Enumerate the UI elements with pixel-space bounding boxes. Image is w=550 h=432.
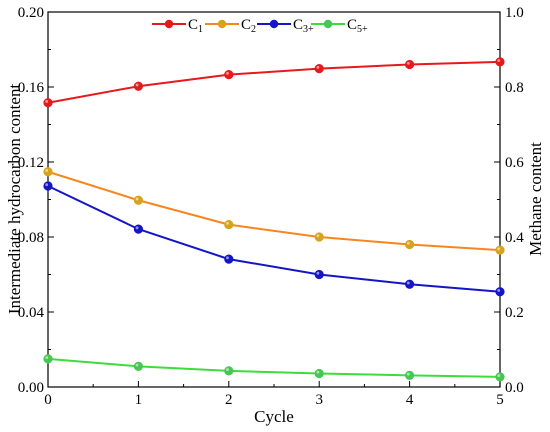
y-axis-left-title: Intermediate hydrocarbon content <box>5 84 24 315</box>
legend-item: C1 <box>152 17 203 35</box>
data-point-highlight <box>226 368 229 371</box>
data-point <box>43 354 53 364</box>
legend-marker <box>323 19 333 29</box>
series-c3plus <box>43 181 505 297</box>
data-point <box>404 279 415 289</box>
data-point <box>224 366 234 376</box>
series-line <box>47 60 501 104</box>
x-axis: 0 1 2 3 4 5 <box>44 381 504 408</box>
series-layer <box>43 57 505 382</box>
data-point <box>224 70 234 80</box>
y-left-tick-label: 0.20 <box>18 5 44 21</box>
x-axis-title: Cycle <box>254 407 294 426</box>
data-point-highlight <box>497 289 501 292</box>
data-point-highlight <box>316 271 320 275</box>
data-point-highlight <box>226 221 229 225</box>
legend-item: C2 <box>205 17 256 35</box>
legend-marker <box>269 19 279 29</box>
legend-marker <box>217 19 227 29</box>
y-axis-left: 0.00 0.04 0.08 0.12 0.16 0.20 <box>18 5 54 396</box>
data-point-highlight <box>45 356 49 359</box>
data-point <box>404 59 415 70</box>
series-line <box>47 185 501 293</box>
data-point-highlight <box>135 363 139 367</box>
data-point <box>43 181 53 191</box>
y-axis-right-title: Methane content <box>526 142 545 256</box>
data-point <box>43 167 53 177</box>
y-right-tick-label: 1.0 <box>505 5 524 21</box>
data-point <box>314 64 324 74</box>
series-line <box>47 357 501 378</box>
data-point <box>43 98 53 108</box>
legend: C1 C2 C3+ C5+ <box>152 17 368 35</box>
data-point-highlight <box>406 241 410 245</box>
data-point <box>314 232 324 242</box>
data-point <box>133 361 143 371</box>
data-point-highlight <box>45 169 49 172</box>
data-point-highlight <box>226 71 229 75</box>
data-point <box>404 239 415 250</box>
x-tick-label: 3 <box>315 392 323 408</box>
data-point <box>224 254 234 264</box>
legend-label: C1 <box>188 17 203 35</box>
series-c2 <box>43 167 505 255</box>
legend-item: C3+ <box>257 17 314 35</box>
y-right-tick-label: 0.8 <box>505 80 524 96</box>
x-tick-label: 4 <box>406 392 414 408</box>
data-point-highlight <box>135 197 139 201</box>
data-point <box>314 368 324 379</box>
y-right-tick-label: 0.6 <box>505 155 524 171</box>
x-tick-label: 0 <box>44 392 52 408</box>
data-point-highlight <box>497 247 501 251</box>
data-point-highlight <box>226 256 229 260</box>
legend-label: C5+ <box>347 17 368 35</box>
legend-item: C5+ <box>311 17 368 35</box>
data-point <box>404 370 415 380</box>
data-point <box>133 195 143 205</box>
data-point <box>495 245 505 255</box>
data-point <box>133 224 143 234</box>
series-c1 <box>43 57 505 108</box>
data-point <box>495 287 505 297</box>
y-left-tick-label: 0.16 <box>18 80 45 96</box>
y-axis-right: 0.0 0.2 0.4 0.6 0.8 1.0 <box>494 5 524 396</box>
data-point <box>495 57 505 67</box>
y-left-tick-label: 0.12 <box>18 155 44 171</box>
legend-label: C3+ <box>293 17 314 35</box>
data-point-highlight <box>135 83 139 87</box>
data-point <box>495 372 505 382</box>
x-tick-label: 1 <box>135 392 143 408</box>
data-point-highlight <box>316 234 320 238</box>
data-point <box>224 220 234 230</box>
series-c5plus <box>43 354 505 382</box>
y-right-tick-label: 0.0 <box>505 380 524 396</box>
legend-label: C2 <box>241 17 256 35</box>
data-point-highlight <box>406 61 410 65</box>
data-point-highlight <box>497 374 501 377</box>
x-tick-label: 5 <box>496 392 504 408</box>
data-point-highlight <box>406 372 410 376</box>
x-tick-label: 2 <box>225 392 233 408</box>
series-line <box>47 170 501 252</box>
data-point-highlight <box>316 65 320 69</box>
y-right-tick-label: 0.4 <box>505 230 524 246</box>
data-point <box>314 269 324 280</box>
data-point-highlight <box>135 226 139 230</box>
y-right-tick-label: 0.2 <box>505 305 524 321</box>
y-left-tick-label: 0.04 <box>18 305 45 321</box>
data-point <box>133 81 143 91</box>
data-point-highlight <box>406 281 410 285</box>
data-point-highlight <box>497 59 501 62</box>
y-left-tick-label: 0.00 <box>18 380 44 396</box>
y-left-tick-label: 0.08 <box>18 230 44 246</box>
data-point-highlight <box>45 100 49 103</box>
data-point-highlight <box>45 183 49 187</box>
plot-area <box>47 11 501 388</box>
data-point-highlight <box>316 370 320 374</box>
legend-marker <box>164 19 174 29</box>
